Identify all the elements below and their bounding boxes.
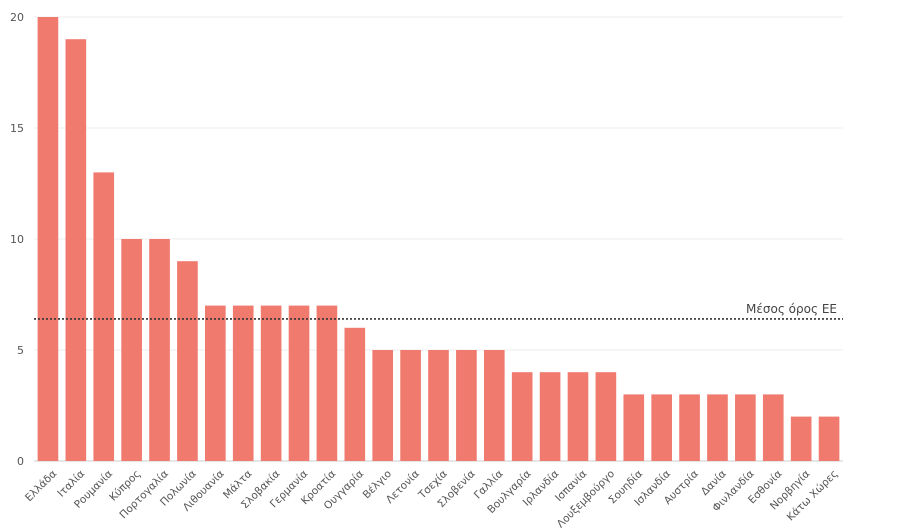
bar	[149, 239, 170, 461]
bar	[316, 305, 338, 461]
bar	[511, 372, 533, 461]
bar	[735, 394, 756, 461]
bar	[539, 372, 561, 461]
bar	[790, 416, 812, 461]
x-axis-ticks: ΕλλάδαΙταλίαΡουμανίαΚύπροςΠορτογαλίαΠολω…	[23, 468, 840, 528]
bar	[372, 350, 394, 461]
bar	[623, 394, 645, 461]
bar	[707, 394, 728, 461]
bar	[37, 17, 59, 461]
bar	[679, 394, 700, 461]
bar	[456, 350, 477, 461]
y-tick-label: 15	[10, 122, 24, 135]
bar	[428, 350, 449, 461]
bar	[260, 305, 282, 461]
y-tick-label: 10	[10, 233, 24, 246]
bar	[288, 305, 310, 461]
bar	[121, 239, 142, 461]
bar	[651, 394, 672, 461]
bar	[400, 350, 421, 461]
bar	[818, 416, 840, 461]
bar	[595, 372, 617, 461]
bar	[483, 350, 505, 461]
bar	[344, 327, 366, 461]
y-axis-ticks: 0 5 10 15 20	[10, 11, 24, 468]
y-tick-label: 0	[17, 455, 24, 468]
y-tick-label: 20	[10, 11, 24, 24]
bar	[232, 305, 254, 461]
x-tick-label: Ελλάδα	[23, 468, 59, 504]
bar	[65, 39, 87, 461]
reference-line-group: Μέσος όρος ΕΕ	[34, 302, 843, 320]
bar	[762, 394, 784, 461]
bar	[567, 372, 589, 461]
eu-average-label: Μέσος όρος ΕΕ	[746, 302, 837, 316]
y-tick-label: 5	[17, 344, 24, 357]
bars	[37, 17, 840, 461]
bar	[177, 261, 198, 461]
bar	[93, 172, 115, 461]
bar	[205, 305, 226, 461]
